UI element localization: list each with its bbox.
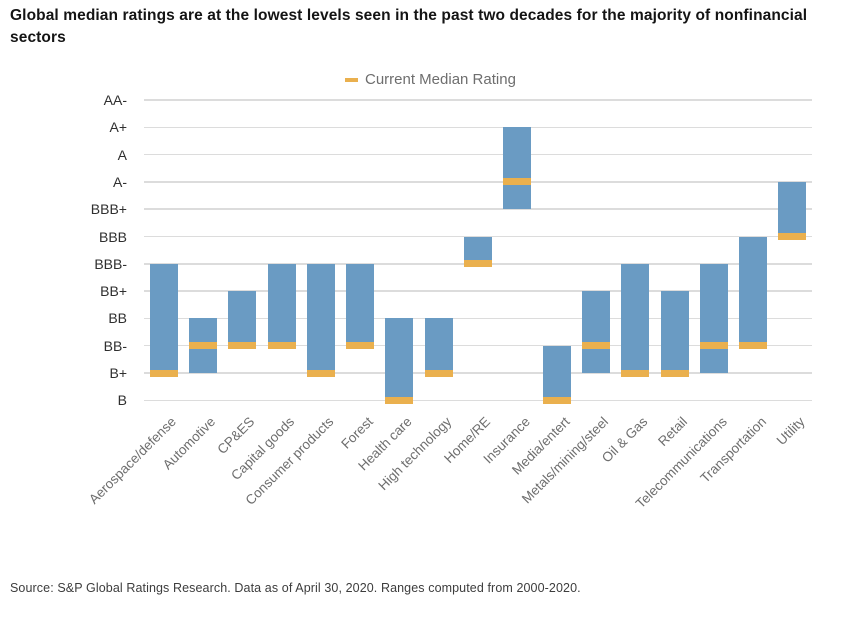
gridline-bb	[144, 344, 812, 347]
median-marker-capital-goods	[267, 342, 296, 350]
range-bar-health-care	[385, 318, 414, 401]
median-marker-consumer-products	[306, 369, 335, 377]
gridline-b	[144, 399, 812, 402]
range-bar-transportation	[739, 236, 768, 346]
median-marker-insurance	[503, 178, 532, 186]
range-bar-cp-es	[228, 291, 257, 346]
median-marker-oil-gas	[621, 369, 650, 377]
median-marker-cp-es	[228, 342, 257, 350]
range-bar-consumer-products	[306, 263, 335, 373]
legend: Current Median Rating	[345, 71, 516, 88]
median-marker-health-care	[385, 396, 414, 404]
median-marker-telecommunications	[699, 342, 728, 350]
gridline-a	[144, 153, 812, 156]
range-bar-capital-goods	[267, 263, 296, 346]
median-marker-home-re	[464, 260, 492, 268]
y-axis-tick-label-a: A-	[113, 173, 127, 190]
range-bar-retail	[660, 291, 689, 373]
gridline-a	[144, 126, 812, 129]
y-axis-tick-label-bbb: BBB-	[94, 255, 127, 272]
source-note: Source: S&P Global Ratings Research. Dat…	[10, 581, 581, 595]
y-axis-tick-label-b: B+	[109, 365, 127, 381]
gridline-bb	[144, 317, 812, 320]
median-marker-retail	[660, 369, 689, 377]
legend-label: Current Median Rating	[365, 71, 516, 88]
range-bar-forest	[346, 263, 375, 346]
median-marker-aerospace-defense	[149, 369, 178, 377]
y-axis-tick-label-aa: AA-	[103, 92, 127, 108]
gridline-aa	[144, 99, 812, 101]
y-axis-tick-label-bb: BB	[108, 310, 127, 327]
range-bar-high-technology	[424, 318, 453, 373]
gridline-a	[144, 181, 812, 183]
gridline-b	[144, 372, 812, 374]
rating-range-chart: AA- A+ A A- BBB+ BBB BBB- BB+ BB BB- B+ B Aerospace/…	[86, 92, 812, 511]
median-marker-high-technology	[424, 369, 453, 377]
y-axis-tick-label-a: A+	[109, 119, 127, 136]
gridline-bbb	[144, 208, 812, 210]
y-axis-tick-label-bb: BB-	[103, 337, 127, 354]
median-marker-utility	[778, 233, 807, 240]
median-legend-marker-icon	[345, 78, 358, 82]
y-axis-tick-label-b: B	[117, 392, 127, 409]
median-marker-media-entert	[542, 396, 571, 404]
median-marker-transportation	[739, 342, 768, 350]
range-bar-media-entert	[542, 345, 571, 401]
y-axis-tick-label-bbb: BBB	[98, 228, 127, 245]
gridline-bb	[144, 290, 812, 292]
x-axis-label-retail: Retail	[655, 414, 691, 450]
median-marker-automotive	[188, 342, 217, 350]
range-bar-metals-mining-steel	[581, 291, 610, 373]
range-bar-oil-gas	[621, 263, 650, 373]
y-axis-tick-label-bb: BB+	[100, 283, 127, 300]
median-marker-metals-mining-steel	[581, 342, 610, 350]
x-axis-label-utility: Utility	[774, 414, 809, 448]
chart-title: Global median ratings are at the lowest …	[10, 7, 808, 46]
y-axis-tick-label-a: A	[117, 146, 127, 163]
y-axis-tick-label-bbb: BBB+	[90, 201, 127, 218]
range-bar-insurance	[503, 127, 532, 210]
range-bar-utility	[778, 181, 807, 237]
range-bar-telecommunications	[699, 263, 728, 373]
range-bar-aerospace-defense	[149, 263, 178, 373]
range-bar-home-re	[464, 236, 492, 264]
median-marker-forest	[346, 342, 375, 350]
